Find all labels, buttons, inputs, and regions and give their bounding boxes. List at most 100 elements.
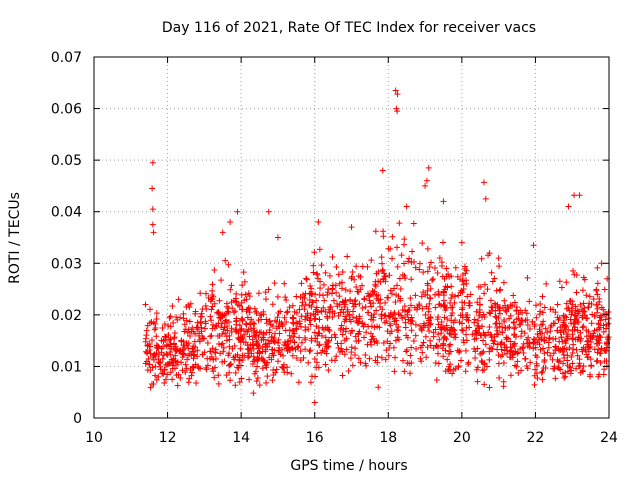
data-point — [364, 290, 371, 297]
data-point — [342, 297, 349, 304]
data-point — [289, 319, 296, 326]
data-point — [397, 295, 404, 302]
data-point — [513, 307, 520, 314]
data-point — [552, 344, 559, 351]
data-point — [250, 332, 257, 339]
data-point — [536, 341, 543, 348]
data-point — [387, 246, 394, 253]
data-point — [576, 362, 583, 369]
data-point — [418, 327, 425, 334]
data-point — [256, 329, 263, 336]
data-point — [473, 335, 480, 342]
data-point — [293, 310, 300, 317]
data-point — [486, 384, 493, 391]
data-point — [281, 280, 288, 287]
data-point — [569, 360, 576, 367]
data-point — [346, 316, 353, 323]
data-point — [602, 316, 609, 323]
outlier-point — [394, 108, 401, 115]
data-point — [314, 271, 321, 278]
data-point — [307, 321, 314, 328]
data-point — [226, 343, 233, 350]
data-point — [492, 313, 499, 320]
data-point — [420, 339, 427, 346]
data-point — [162, 362, 169, 369]
data-point — [259, 365, 266, 372]
data-point — [500, 359, 507, 366]
data-point — [329, 308, 336, 315]
data-point — [397, 286, 404, 293]
data-point — [424, 280, 431, 287]
data-point — [144, 349, 151, 356]
data-point — [247, 305, 254, 312]
data-point — [391, 368, 398, 375]
data-point — [436, 255, 443, 262]
outlier-point — [274, 234, 281, 241]
data-point — [386, 320, 393, 327]
data-point — [227, 286, 234, 293]
data-point — [577, 301, 584, 308]
data-point — [274, 358, 281, 365]
data-point — [180, 341, 187, 348]
data-point — [504, 304, 511, 311]
data-point — [574, 307, 581, 314]
data-point — [169, 302, 176, 309]
data-point — [588, 320, 595, 327]
data-point — [375, 297, 382, 304]
data-point — [402, 324, 409, 331]
data-point — [495, 360, 502, 367]
data-point — [356, 315, 363, 322]
data-point — [143, 332, 150, 339]
outlier-point — [348, 224, 355, 231]
data-point — [605, 309, 612, 316]
data-point — [550, 365, 557, 372]
data-point — [478, 357, 485, 364]
grid-lines — [94, 57, 609, 418]
data-point — [238, 375, 245, 382]
data-point — [551, 363, 558, 370]
data-point — [198, 310, 205, 317]
data-point — [597, 324, 604, 331]
data-point — [471, 345, 478, 352]
data-point — [511, 319, 518, 326]
data-point — [316, 342, 323, 349]
data-point — [207, 348, 214, 355]
data-point — [407, 302, 414, 309]
data-point — [402, 275, 409, 282]
data-point — [303, 275, 310, 282]
data-point — [370, 335, 377, 342]
outlier-point — [425, 164, 432, 171]
data-point — [389, 290, 396, 297]
data-point — [153, 349, 160, 356]
outlier-point — [142, 301, 149, 308]
data-point — [244, 342, 251, 349]
data-point — [585, 328, 592, 335]
data-point — [583, 333, 590, 340]
data-point — [438, 262, 445, 269]
data-point — [580, 308, 587, 315]
data-point — [313, 297, 320, 304]
data-point — [239, 335, 246, 342]
data-point — [383, 347, 390, 354]
data-point — [476, 295, 483, 302]
data-point — [298, 339, 305, 346]
data-point — [412, 292, 419, 299]
data-point — [494, 303, 501, 310]
data-point — [248, 316, 255, 323]
data-point — [444, 315, 451, 322]
data-point — [335, 312, 342, 319]
data-point — [149, 364, 156, 371]
data-point — [601, 286, 608, 293]
data-point — [152, 363, 159, 370]
data-point — [199, 306, 206, 313]
data-point — [335, 344, 342, 351]
data-point — [587, 335, 594, 342]
data-point — [262, 348, 269, 355]
data-point — [350, 314, 357, 321]
data-point — [569, 350, 576, 357]
data-point — [337, 325, 344, 332]
data-point — [496, 323, 503, 330]
data-point — [339, 372, 346, 379]
data-point — [400, 241, 407, 248]
